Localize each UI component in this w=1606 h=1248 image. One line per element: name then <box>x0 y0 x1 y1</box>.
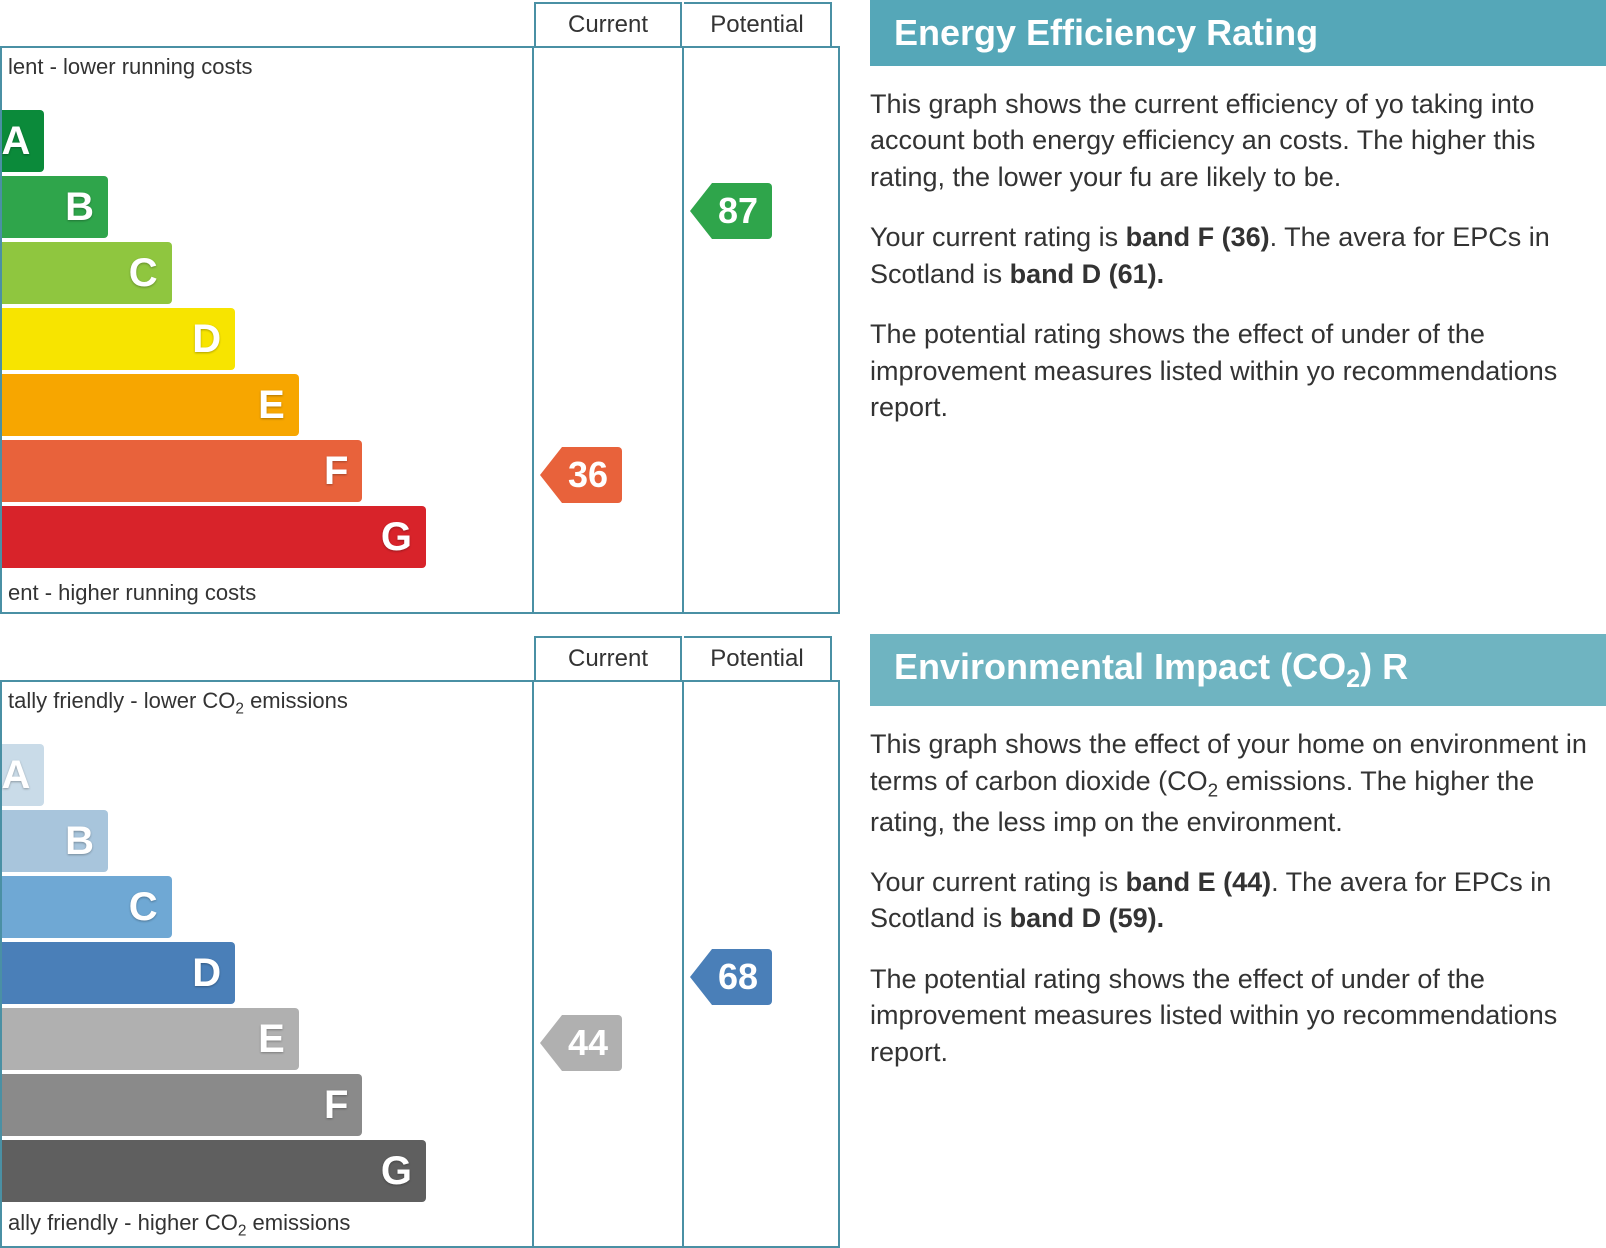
band-bar-a: A <box>2 744 44 806</box>
band-bar-g: G <box>2 1140 426 1202</box>
energy-bars-column: lent - lower running costs ABCDEFG ent -… <box>2 48 532 612</box>
environmental-para2: Your current rating is band E (44). The … <box>870 864 1606 937</box>
band-bar-b: B <box>2 176 108 238</box>
energy-chart-box: lent - lower running costs ABCDEFG ent -… <box>0 46 840 614</box>
band-bar-f: F <box>2 440 362 502</box>
environmental-bars-stack: ABCDEFG <box>2 744 532 1202</box>
current-value-arrow: 36 <box>540 447 622 503</box>
band-bar-b: B <box>2 810 108 872</box>
band-bar-d: D <box>2 942 235 1004</box>
environmental-chart: tally friendly - lower CO2 emissions ABC… <box>0 634 840 1248</box>
band-bar-f: F <box>2 1074 362 1136</box>
energy-bars-stack: ABCDEFG <box>2 110 532 568</box>
environmental-para1: This graph shows the effect of your home… <box>870 726 1606 840</box>
energy-potential-header: Potential <box>684 2 832 46</box>
energy-current-header: Current <box>534 2 682 46</box>
environmental-heading: Environmental Impact (CO2) R <box>870 634 1606 706</box>
energy-section: lent - lower running costs ABCDEFG ent -… <box>0 0 1606 614</box>
energy-current-column: Current 36 <box>532 48 682 612</box>
band-bar-d: D <box>2 308 235 370</box>
environmental-current-column: Current 44 <box>532 682 682 1246</box>
band-bar-e: E <box>2 1008 299 1070</box>
environmental-chart-box: tally friendly - lower CO2 emissions ABC… <box>0 680 840 1248</box>
current-value-arrow: 44 <box>540 1015 622 1071</box>
band-bar-g: G <box>2 506 426 568</box>
energy-text: Energy Efficiency Rating This graph show… <box>840 0 1606 614</box>
environmental-potential-header: Potential <box>684 636 832 680</box>
environmental-potential-column: Potential 68 <box>682 682 832 1246</box>
environmental-top-caption: tally friendly - lower CO2 emissions <box>8 688 348 718</box>
energy-para3: The potential rating shows the effect of… <box>870 316 1606 425</box>
environmental-bars-column: tally friendly - lower CO2 emissions ABC… <box>2 682 532 1246</box>
environmental-text: Environmental Impact (CO2) R This graph … <box>840 634 1606 1248</box>
potential-value-arrow: 68 <box>690 949 772 1005</box>
environmental-bottom-caption: ally friendly - higher CO2 emissions <box>8 1210 350 1240</box>
band-bar-c: C <box>2 876 172 938</box>
band-bar-a: A <box>2 110 44 172</box>
environmental-section: tally friendly - lower CO2 emissions ABC… <box>0 634 1606 1248</box>
environmental-current-header: Current <box>534 636 682 680</box>
energy-para1: This graph shows the current efficiency … <box>870 86 1606 195</box>
potential-value-arrow: 87 <box>690 183 772 239</box>
environmental-para3: The potential rating shows the effect of… <box>870 961 1606 1070</box>
energy-para2: Your current rating is band F (36). The … <box>870 219 1606 292</box>
band-bar-c: C <box>2 242 172 304</box>
energy-top-caption: lent - lower running costs <box>8 54 253 80</box>
band-bar-e: E <box>2 374 299 436</box>
energy-bottom-caption: ent - higher running costs <box>8 580 256 606</box>
energy-potential-column: Potential 87 <box>682 48 832 612</box>
energy-heading: Energy Efficiency Rating <box>870 0 1606 66</box>
energy-chart: lent - lower running costs ABCDEFG ent -… <box>0 0 840 614</box>
